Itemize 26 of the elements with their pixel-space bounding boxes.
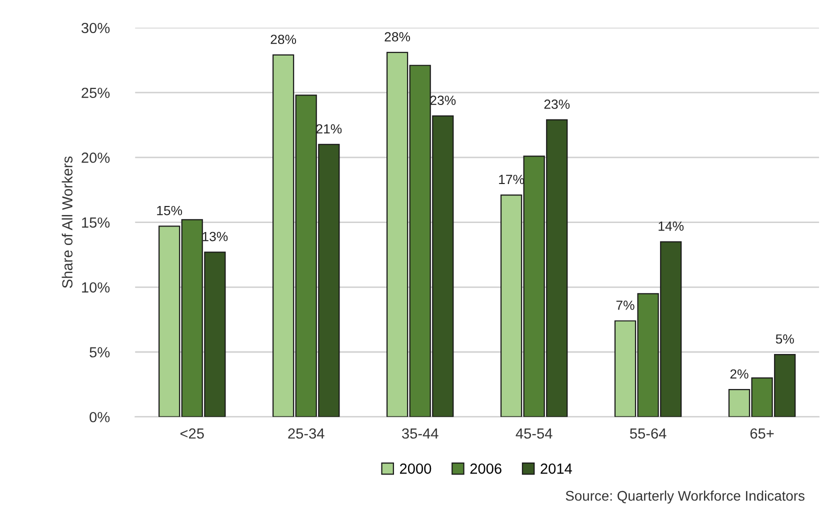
- x-tick-label: 25-34: [288, 428, 324, 439]
- x-tick-label: 45-54: [516, 428, 552, 439]
- y-tick-label: 10%: [82, 282, 110, 293]
- y-axis-title: Share of All Workers: [62, 156, 72, 288]
- y-tick-label: 20%: [82, 152, 110, 163]
- y-tick-label: 0%: [90, 412, 110, 422]
- data-label: 15%: [157, 206, 182, 216]
- data-label: 23%: [544, 100, 570, 109]
- x-tick-label: 35-44: [402, 428, 438, 439]
- data-label: 2%: [730, 369, 748, 379]
- y-tick-label: 5%: [90, 347, 110, 358]
- y-tick-label: 15%: [82, 217, 110, 228]
- y-tick-label: 25%: [82, 88, 110, 98]
- data-label: 5%: [776, 334, 794, 344]
- legend-label: 2000: [400, 464, 432, 474]
- legend-label: 2014: [540, 464, 572, 474]
- source-note: Source: Quarterly Workforce Indicators: [566, 490, 804, 504]
- data-label: 28%: [270, 34, 296, 44]
- x-tick-label: 65+: [750, 428, 774, 439]
- data-label: 7%: [616, 300, 634, 310]
- x-tick-label: 55-64: [630, 428, 666, 439]
- data-label: 28%: [384, 32, 410, 42]
- x-tick-label: <25: [180, 428, 204, 439]
- y-tick-label: 30%: [81, 22, 110, 34]
- legend-label: 2006: [470, 464, 502, 474]
- data-label: 14%: [658, 222, 684, 231]
